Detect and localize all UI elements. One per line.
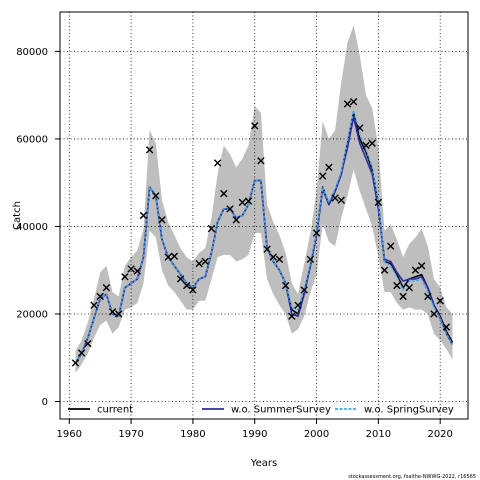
x-tick-label: 1960 — [57, 429, 82, 440]
observed-point — [263, 245, 271, 253]
x-tick-label: 1990 — [242, 429, 267, 440]
observed-markers-layer — [71, 98, 451, 367]
observed-point — [281, 281, 290, 290]
grid-layer — [60, 12, 468, 419]
observed-point — [393, 281, 401, 290]
observed-point — [319, 172, 327, 180]
confidence-band — [75, 25, 453, 373]
series-line-wo-summer-survey — [74, 116, 454, 364]
observed-point — [337, 196, 345, 204]
observed-point — [257, 157, 265, 165]
x-tick-label: 2000 — [304, 429, 329, 440]
observed-point — [430, 310, 438, 318]
x-tick-label: 1970 — [118, 429, 143, 440]
observed-point — [411, 266, 420, 274]
observed-point — [71, 359, 80, 367]
observed-point — [220, 189, 228, 198]
observed-point — [176, 275, 185, 283]
observed-point — [251, 122, 259, 130]
observed-point — [300, 286, 308, 294]
observed-point — [325, 163, 333, 172]
observed-point — [102, 284, 111, 292]
observed-point — [387, 242, 395, 250]
observed-point — [164, 253, 172, 261]
observed-point — [374, 198, 383, 207]
observed-point — [306, 255, 315, 263]
observed-point — [195, 259, 203, 268]
observed-point — [145, 146, 154, 154]
y-tick-label: 20000 — [16, 309, 48, 320]
observed-point — [343, 100, 352, 108]
observed-point — [183, 281, 191, 290]
observed-point — [405, 284, 413, 292]
observed-point — [380, 266, 389, 274]
observed-point — [232, 216, 240, 224]
observed-point — [362, 141, 370, 150]
observed-point — [417, 262, 426, 270]
y-axis-title: Catch — [12, 201, 23, 230]
legend-label: w.o. SpringSurvey — [364, 405, 454, 416]
observed-point — [139, 211, 148, 220]
observed-point — [115, 310, 123, 318]
legend-current: current — [68, 405, 133, 416]
plot-frame — [59, 11, 469, 420]
y-tick-label: 60000 — [16, 134, 48, 145]
observed-point — [189, 286, 197, 294]
x-axis-title: Years — [250, 458, 277, 469]
observed-point — [436, 297, 444, 305]
observed-point — [399, 292, 407, 301]
legend: current w.o. SummerSurvey w.o. SpringSurve… — [68, 405, 454, 416]
observed-point — [108, 308, 117, 316]
observed-point — [226, 205, 234, 213]
observed-point — [288, 312, 296, 320]
footer-note: stockassessment.org, fsaithe-NWWG-2022, … — [348, 474, 476, 480]
observed-point — [201, 257, 209, 266]
observed-point — [331, 194, 339, 202]
observed-point — [269, 253, 277, 261]
observed-point — [442, 323, 451, 331]
observed-point — [77, 349, 86, 357]
legend-label: w.o. SummerSurvey — [231, 405, 331, 416]
legend-label: current — [97, 405, 133, 416]
observed-point — [84, 340, 92, 348]
observed-point — [294, 301, 302, 309]
x-axis: 1960 1970 1980 1990 2000 2010 2020 — [57, 419, 453, 440]
observed-point — [133, 267, 141, 275]
observed-point — [96, 292, 104, 301]
y-tick-label: 0 — [42, 397, 48, 408]
observed-point — [312, 229, 321, 237]
observed-point — [275, 255, 284, 263]
observed-point — [127, 265, 135, 273]
observed-point — [158, 216, 166, 224]
confidence-band-layer — [75, 25, 453, 373]
observed-point — [90, 301, 98, 309]
observed-point — [244, 197, 253, 205]
x-tick-label: 2020 — [427, 429, 452, 440]
legend-wo-spring-survey: w.o. SpringSurvey — [335, 405, 454, 416]
observed-point — [424, 292, 432, 301]
y-axis: 0 20000 40000 60000 80000 — [16, 47, 60, 408]
observed-point — [170, 252, 179, 260]
series-lines-layer — [74, 109, 454, 364]
observed-point — [368, 139, 376, 147]
observed-point — [152, 192, 160, 200]
legend-wo-summer-survey: w.o. SummerSurvey — [202, 405, 331, 416]
y-tick-label: 40000 — [16, 222, 48, 233]
x-tick-label: 2010 — [366, 429, 391, 440]
observed-point — [349, 98, 358, 106]
observed-point — [238, 198, 247, 207]
observed-point — [356, 124, 364, 132]
observed-point — [213, 159, 222, 167]
observed-point — [207, 224, 216, 233]
y-tick-label: 80000 — [16, 47, 48, 58]
x-tick-label: 1980 — [180, 429, 205, 440]
observed-point — [121, 273, 129, 281]
